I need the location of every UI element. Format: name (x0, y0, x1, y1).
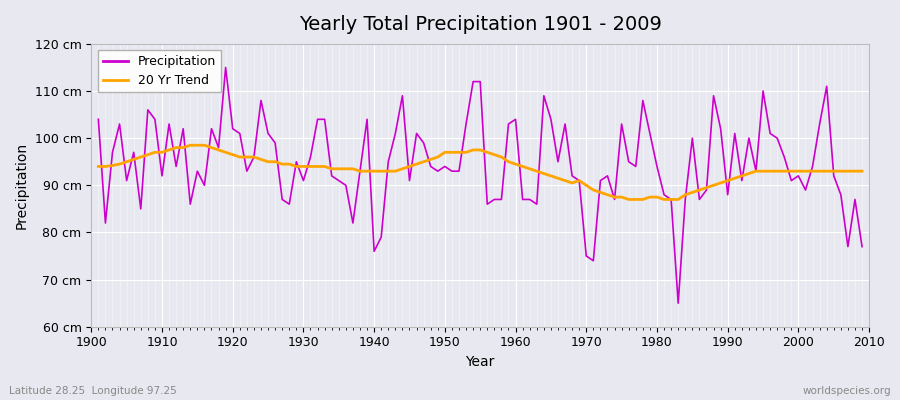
Precipitation (149, 117, 160, 122)
Precipitation (857, 244, 868, 249)
Title: Yearly Total Precipitation 1901 - 2009: Yearly Total Precipitation 1901 - 2009 (299, 15, 662, 34)
Precipitation (312, 117, 323, 122)
Precipitation (220, 65, 231, 70)
Line: Precipitation: Precipitation (98, 68, 862, 303)
20 Yr Trend (602, 192, 613, 197)
20 Yr Trend (355, 169, 365, 174)
Precipitation (602, 174, 613, 178)
20 Yr Trend (857, 169, 868, 174)
Text: Latitude 28.25  Longitude 97.25: Latitude 28.25 Longitude 97.25 (9, 386, 176, 396)
Precipitation (673, 301, 684, 306)
20 Yr Trend (149, 150, 160, 155)
20 Yr Trend (312, 164, 323, 169)
Precipitation (93, 117, 104, 122)
20 Yr Trend (518, 164, 528, 169)
20 Yr Trend (624, 197, 634, 202)
Line: 20 Yr Trend: 20 Yr Trend (98, 145, 862, 200)
Legend: Precipitation, 20 Yr Trend: Precipitation, 20 Yr Trend (97, 50, 220, 92)
20 Yr Trend (510, 162, 521, 166)
20 Yr Trend (93, 164, 104, 169)
Y-axis label: Precipitation: Precipitation (15, 142, 29, 229)
20 Yr Trend (184, 143, 195, 148)
Precipitation (518, 197, 528, 202)
Text: worldspecies.org: worldspecies.org (803, 386, 891, 396)
X-axis label: Year: Year (465, 355, 495, 369)
Precipitation (510, 117, 521, 122)
Precipitation (355, 169, 365, 174)
